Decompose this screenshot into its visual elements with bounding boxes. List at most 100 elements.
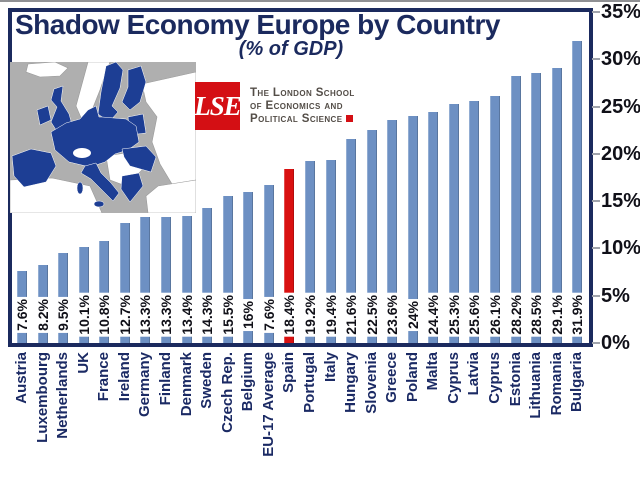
lse-red-square-icon (346, 114, 354, 122)
value-label-eu-17-average: 7.6% (260, 297, 277, 333)
category-label-eu-17-average: EU-17 Average (259, 352, 277, 457)
category-label-germany: Germany (136, 352, 154, 418)
category-label-austria: Austria (13, 352, 30, 404)
value-label-cyprus: 26.1% (487, 293, 503, 337)
bar-czech-rep (222, 196, 233, 343)
chart-subtitle: (% of GDP) (238, 38, 344, 60)
y-tick (592, 295, 600, 297)
bar-romania (551, 68, 562, 343)
bar-germany (140, 217, 151, 343)
bar-finland (161, 217, 171, 343)
category-label-portugal: Portugal (300, 352, 318, 413)
bar-sweden (202, 208, 213, 343)
category-label-france: France (95, 352, 113, 402)
y-tick (592, 200, 600, 202)
bar-lithuania (531, 73, 542, 343)
y-tick-label: 35% (601, 1, 640, 23)
bar-cyprus (490, 96, 500, 343)
category-label-romania: Romania (547, 352, 565, 416)
category-label-lithuania: Lithuania (527, 352, 545, 419)
bar-eu-17-average (263, 185, 274, 343)
bar-spain (284, 169, 295, 343)
lse-logo-line2: of Economics and (250, 99, 343, 112)
bar-latvia (469, 101, 480, 343)
bar-france (99, 241, 110, 343)
value-label-portugal: 19.2% (301, 293, 318, 337)
value-label-bulgaria: 31.9% (569, 293, 586, 337)
y-tick-label: 30% (601, 48, 640, 70)
category-label-luxembourg: Luxembourg (33, 352, 51, 443)
category-label-cyprus: Cyprus (486, 352, 503, 404)
value-label-czech-rep: 15.5% (219, 293, 236, 337)
value-label-sweden: 14.3% (199, 293, 216, 337)
image-top-edge (0, 0, 640, 2)
category-label-latvia: Latvia (465, 352, 483, 396)
value-label-belgium: 16% (240, 299, 257, 332)
value-label-netherlands: 9.5% (55, 297, 72, 333)
category-label-spain: Spain (280, 352, 298, 393)
bar-cyprus (448, 104, 459, 343)
y-tick-label: 25% (601, 96, 640, 118)
value-label-spain: 18.4% (281, 293, 298, 337)
bar-poland (407, 116, 418, 343)
bar-belgium (243, 192, 254, 343)
category-label-sweden: Sweden (198, 352, 216, 409)
bar-greece (387, 120, 398, 343)
value-label-denmark: 13.4% (178, 293, 195, 337)
y-tick-label: 0% (601, 332, 630, 354)
bar-portugal (304, 161, 315, 343)
value-label-hungary: 21.6% (343, 293, 359, 337)
value-label-cyprus: 25.3% (445, 293, 462, 337)
category-label-cyprus: Cyprus (444, 352, 462, 404)
y-tick (592, 153, 600, 155)
lse-logo-line1: The London School (250, 86, 355, 99)
y-tick-label: 10% (601, 237, 640, 259)
bar-slovenia (366, 130, 377, 343)
category-label-belgium: Belgium (239, 352, 257, 412)
value-label-uk: 10.1% (75, 293, 92, 337)
category-label-estonia: Estonia (506, 352, 524, 407)
value-label-poland: 24% (404, 299, 421, 332)
lse-logo: LSE The London School of Economics and P… (194, 82, 355, 130)
y-tick-label: 5% (601, 285, 630, 307)
value-label-italy: 19.4% (322, 293, 339, 337)
bar-hungary (346, 139, 356, 343)
value-label-france: 10.8% (96, 293, 113, 337)
value-label-finland: 13.3% (158, 293, 174, 337)
category-label-italy: Italy (321, 352, 339, 383)
y-tick (592, 342, 600, 344)
y-tick (592, 247, 600, 249)
y-tick-label: 15% (601, 190, 640, 212)
bar-bulgaria (572, 41, 583, 343)
category-label-poland: Poland (403, 352, 421, 403)
category-label-finland: Finland (157, 352, 174, 406)
value-label-estonia: 28.2% (507, 293, 524, 337)
value-label-ireland: 12.7% (116, 293, 133, 337)
value-label-germany: 13.3% (137, 293, 154, 337)
category-label-slovenia: Slovenia (362, 352, 380, 414)
category-label-czech-rep: Czech Rep. (218, 352, 236, 433)
bar-denmark (181, 216, 192, 343)
lse-logo-line3: Political Science (250, 113, 355, 126)
europe-map (10, 62, 196, 213)
chart-title: Shadow Economy Europe by Country (15, 9, 500, 40)
bar-ireland (119, 223, 130, 343)
category-label-netherlands: Netherlands (54, 352, 72, 439)
bar-italy (325, 160, 336, 343)
category-label-hungary: Hungary (342, 352, 359, 413)
bar-estonia (510, 76, 521, 343)
y-tick (592, 58, 600, 60)
lse-logo-mark: LSE (194, 82, 242, 130)
y-tick-label: 20% (601, 143, 640, 165)
category-label-malta: Malta (424, 352, 442, 391)
value-label-luxembourg: 8.2% (34, 297, 51, 333)
bar-malta (428, 112, 439, 343)
category-label-bulgaria: Bulgaria (568, 352, 586, 413)
category-label-denmark: Denmark (177, 352, 195, 417)
category-label-uk: UK (74, 352, 92, 374)
value-label-greece: 23.6% (384, 293, 401, 337)
value-label-latvia: 25.6% (466, 293, 483, 337)
y-tick (592, 11, 600, 13)
lse-logo-text: The London School of Economics and Polit… (250, 87, 355, 126)
value-label-austria: 7.6% (14, 297, 30, 333)
